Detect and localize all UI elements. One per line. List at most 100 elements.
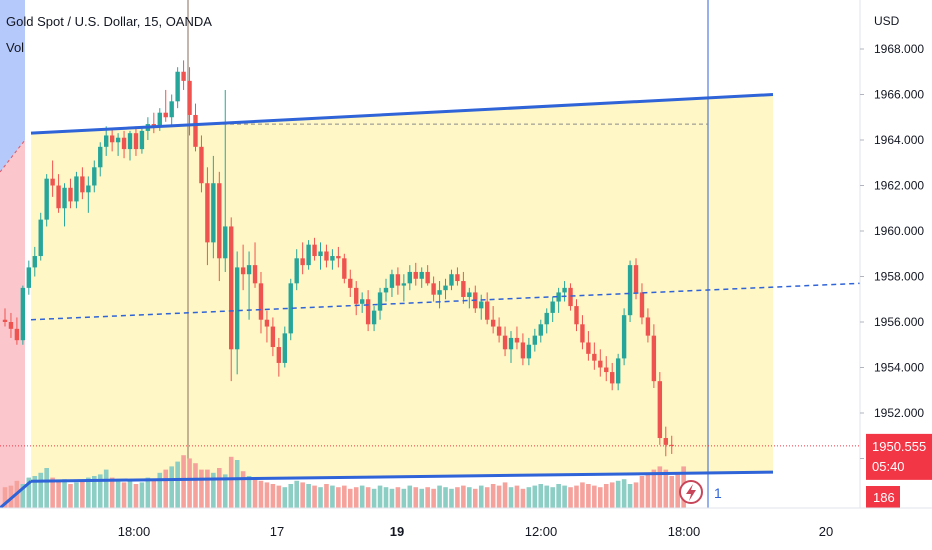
candle-body: [104, 135, 109, 147]
candle: [163, 89, 168, 122]
candle: [663, 426, 668, 457]
candle-body: [610, 372, 615, 384]
candle: [467, 287, 472, 309]
volume-bar: [538, 484, 544, 508]
candle-body: [282, 333, 287, 363]
candle-body: [62, 187, 67, 209]
candle-body: [556, 292, 561, 302]
flash-icon-bolt: [686, 484, 696, 501]
candle-body: [217, 183, 222, 259]
time-label: 18:00: [668, 524, 701, 539]
candle-body: [508, 337, 514, 350]
candle-body: [502, 335, 508, 350]
candle-body: [413, 271, 418, 279]
candle-body: [544, 312, 549, 325]
time-label: 17: [270, 524, 284, 539]
volume-bar: [609, 482, 615, 508]
volume-bar: [145, 477, 151, 508]
countdown-timer: 05:40: [872, 459, 905, 474]
candle-body: [651, 335, 657, 382]
candle-body: [300, 258, 305, 266]
currency-label[interactable]: USD: [874, 14, 900, 28]
drawing-count-label[interactable]: 1: [714, 485, 722, 501]
candle-body: [44, 178, 49, 220]
candle: [407, 265, 413, 291]
volume-bar: [395, 487, 401, 508]
volume-bar: [347, 488, 353, 508]
symbol-title[interactable]: Gold Spot / U.S. Dollar, 15, OANDA: [6, 14, 212, 29]
candle: [234, 251, 240, 375]
candle-body: [425, 271, 430, 284]
candle-body: [371, 310, 377, 325]
candle: [532, 328, 538, 352]
candle: [252, 242, 258, 288]
left-channel-line[interactable]: [0, 480, 32, 508]
volume-bar: [508, 487, 514, 508]
candle-body: [127, 133, 133, 150]
candle: [133, 126, 139, 156]
volume-bar: [300, 482, 305, 508]
current-price-badge[interactable]: [866, 433, 932, 480]
candle-body: [669, 444, 674, 446]
channel-lower-line[interactable]: [30, 470, 774, 483]
candle-body: [234, 267, 240, 350]
volume-bar: [455, 487, 460, 508]
plot-area[interactable]: [0, 0, 860, 508]
volume-bar: [669, 476, 675, 508]
volume-bar: [663, 469, 669, 508]
volume-bar: [472, 488, 478, 508]
volume-bar: [91, 476, 97, 508]
candle: [32, 246, 37, 277]
volume-bar: [532, 485, 538, 508]
candle-body: [354, 287, 359, 304]
channel-middle-line[interactable]: [30, 282, 860, 321]
candle: [431, 276, 436, 302]
candle: [80, 167, 85, 200]
left-dashed-line: [0, 139, 26, 173]
candle-body: [32, 256, 37, 268]
candle-body: [151, 124, 157, 127]
candle: [288, 278, 293, 341]
candle-body: [342, 258, 347, 279]
candle: [598, 349, 603, 377]
candle-body: [377, 292, 383, 311]
volume-bar: [175, 461, 180, 508]
time-label: 18:00: [118, 524, 151, 539]
candle: [490, 306, 496, 334]
candle: [258, 271, 264, 334]
flash-icon[interactable]: [679, 480, 703, 504]
volume-bar: [115, 480, 121, 508]
channel-upper-line[interactable]: [30, 93, 774, 135]
candle-body: [365, 299, 371, 325]
volume-bar: [44, 468, 49, 508]
price-tick-label: 1958.000: [874, 270, 924, 284]
candle: [455, 267, 460, 286]
candle-body: [92, 167, 97, 186]
candle-body: [532, 335, 538, 345]
volume-bar: [62, 479, 67, 508]
candle-body: [205, 183, 210, 243]
candle: [354, 281, 359, 316]
candle-body: [139, 130, 145, 150]
candle: [383, 278, 389, 302]
candle: [312, 237, 317, 261]
volume-bar: [502, 482, 508, 508]
volume-bar: [603, 484, 609, 508]
price-tick-label: 1968.000: [874, 42, 924, 56]
volume-label[interactable]: Vol: [6, 40, 25, 55]
time-label: 12:00: [525, 524, 558, 539]
volume-bar: [556, 484, 561, 508]
volume-bar: [407, 485, 413, 508]
candle: [449, 269, 454, 291]
volume-badge[interactable]: [866, 486, 900, 508]
volume-bar: [228, 456, 234, 508]
volume-bar: [187, 458, 192, 508]
candle: [574, 299, 579, 332]
candle: [401, 274, 407, 302]
volume-bar: [550, 487, 555, 508]
candle: [199, 135, 204, 193]
candle-body: [8, 322, 14, 329]
candle-body: [294, 258, 299, 284]
